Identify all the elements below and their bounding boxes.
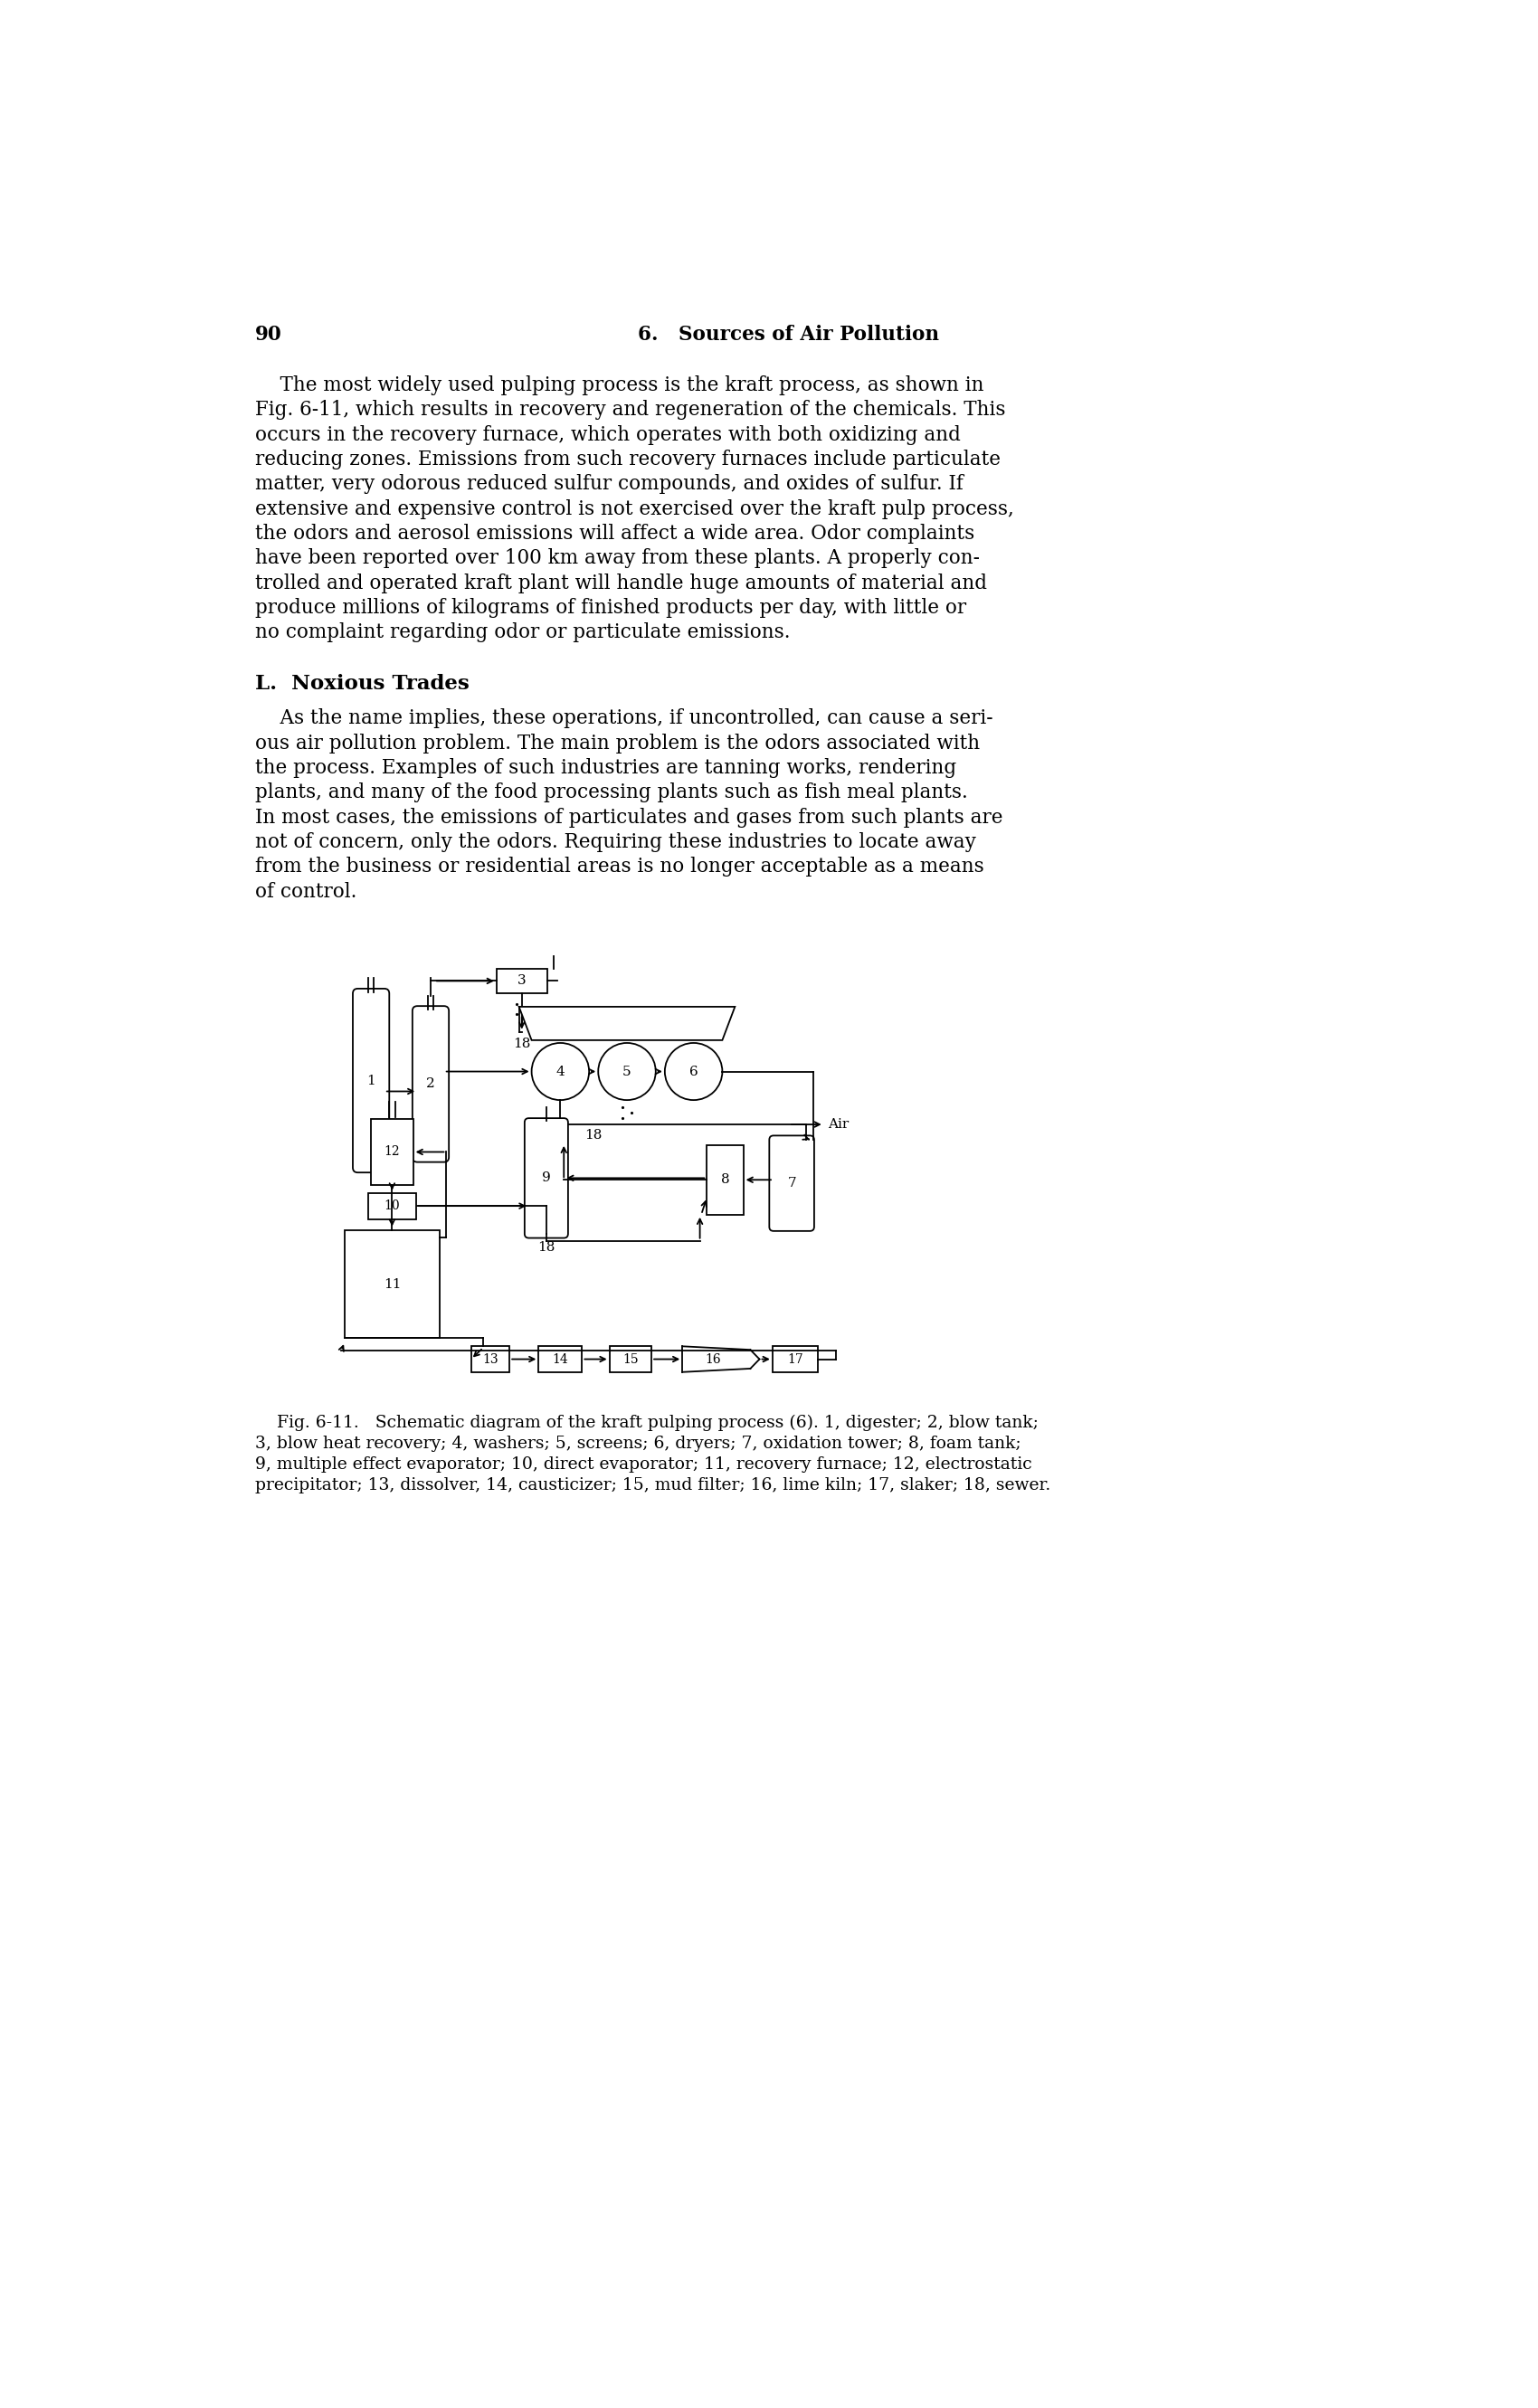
Text: plants, and many of the food processing plants such as fish meal plants.: plants, and many of the food processing … bbox=[255, 783, 967, 802]
Text: In most cases, the emissions of particulates and gases from such plants are: In most cases, the emissions of particul… bbox=[255, 807, 1003, 828]
Text: 9: 9 bbox=[541, 1173, 551, 1185]
Text: 6.   Sources of Air Pollution: 6. Sources of Air Pollution bbox=[638, 325, 938, 344]
Circle shape bbox=[598, 1043, 655, 1100]
Text: 18: 18 bbox=[584, 1129, 603, 1141]
Bar bbox=[368, 1192, 415, 1218]
Text: not of concern, only the odors. Requiring these industries to locate away: not of concern, only the odors. Requirin… bbox=[255, 833, 977, 852]
FancyBboxPatch shape bbox=[524, 1117, 568, 1238]
Text: 2: 2 bbox=[426, 1079, 435, 1091]
Text: ous air pollution problem. The main problem is the odors associated with: ous air pollution problem. The main prob… bbox=[255, 734, 980, 754]
Text: of control.: of control. bbox=[255, 881, 357, 901]
Text: 7: 7 bbox=[787, 1178, 797, 1190]
Text: 90: 90 bbox=[255, 325, 283, 344]
Text: L.  Noxious Trades: L. Noxious Trades bbox=[255, 674, 469, 694]
Text: reducing zones. Emissions from such recovery furnaces include particulate: reducing zones. Emissions from such reco… bbox=[255, 450, 1001, 470]
Text: 11: 11 bbox=[383, 1279, 401, 1291]
Text: Fig. 6-11, which results in recovery and regeneration of the chemicals. This: Fig. 6-11, which results in recovery and… bbox=[255, 400, 1006, 419]
Text: 6: 6 bbox=[689, 1064, 698, 1079]
Text: produce millions of kilograms of finished products per day, with little or: produce millions of kilograms of finishe… bbox=[255, 597, 966, 619]
Text: 10: 10 bbox=[384, 1199, 400, 1211]
Text: Fig. 6-11.   Schematic diagram of the kraft pulping process (6). 1, digester; 2,: Fig. 6-11. Schematic diagram of the kraf… bbox=[255, 1416, 1038, 1430]
Bar bbox=[609, 1346, 652, 1373]
Text: from the business or residential areas is no longer acceptable as a means: from the business or residential areas i… bbox=[255, 857, 984, 877]
Text: 3, blow heat recovery; 4, washers; 5, screens; 6, dryers; 7, oxidation tower; 8,: 3, blow heat recovery; 4, washers; 5, sc… bbox=[255, 1435, 1021, 1452]
Text: Air: Air bbox=[827, 1117, 849, 1132]
Text: precipitator; 13, dissolver, 14, causticizer; 15, mud filter; 16, lime kiln; 17,: precipitator; 13, dissolver, 14, caustic… bbox=[255, 1479, 1050, 1493]
Text: 8: 8 bbox=[721, 1173, 729, 1187]
Text: 3: 3 bbox=[517, 975, 526, 987]
FancyBboxPatch shape bbox=[412, 1007, 449, 1163]
Circle shape bbox=[664, 1043, 723, 1100]
Text: 16: 16 bbox=[706, 1353, 721, 1365]
Bar bbox=[538, 1346, 581, 1373]
Text: The most widely used pulping process is the kraft process, as shown in: The most widely used pulping process is … bbox=[255, 376, 984, 395]
Text: extensive and expensive control is not exercised over the kraft pulp process,: extensive and expensive control is not e… bbox=[255, 498, 1014, 518]
Text: 18: 18 bbox=[538, 1240, 555, 1255]
Text: 17: 17 bbox=[787, 1353, 803, 1365]
Text: have been reported over 100 km away from these plants. A properly con-: have been reported over 100 km away from… bbox=[255, 549, 980, 568]
Circle shape bbox=[532, 1043, 589, 1100]
Bar bbox=[772, 1346, 818, 1373]
Text: 13: 13 bbox=[483, 1353, 498, 1365]
Text: 14: 14 bbox=[552, 1353, 569, 1365]
Text: trolled and operated kraft plant will handle huge amounts of material and: trolled and operated kraft plant will ha… bbox=[255, 573, 987, 592]
Text: 12: 12 bbox=[384, 1146, 400, 1158]
Text: matter, very odorous reduced sulfur compounds, and oxides of sulfur. If: matter, very odorous reduced sulfur comp… bbox=[255, 474, 964, 494]
Text: the process. Examples of such industries are tanning works, rendering: the process. Examples of such industries… bbox=[255, 759, 957, 778]
Text: the odors and aerosol emissions will affect a wide area. Odor complaints: the odors and aerosol emissions will aff… bbox=[255, 523, 975, 544]
Text: As the name implies, these operations, if uncontrolled, can cause a seri-: As the name implies, these operations, i… bbox=[255, 708, 994, 730]
Polygon shape bbox=[518, 1007, 735, 1040]
Bar bbox=[707, 1144, 743, 1214]
Bar bbox=[345, 1230, 440, 1339]
FancyBboxPatch shape bbox=[352, 990, 389, 1173]
Bar bbox=[497, 968, 548, 995]
Text: 15: 15 bbox=[623, 1353, 638, 1365]
Text: 5: 5 bbox=[623, 1064, 631, 1079]
Text: 1: 1 bbox=[366, 1074, 375, 1086]
Text: no complaint regarding odor or particulate emissions.: no complaint regarding odor or particula… bbox=[255, 624, 791, 643]
Bar bbox=[471, 1346, 509, 1373]
Text: 9, multiple effect evaporator; 10, direct evaporator; 11, recovery furnace; 12, : 9, multiple effect evaporator; 10, direc… bbox=[255, 1457, 1032, 1474]
Text: 18: 18 bbox=[514, 1038, 531, 1050]
FancyBboxPatch shape bbox=[769, 1137, 814, 1230]
Text: 4: 4 bbox=[555, 1064, 564, 1079]
Bar bbox=[371, 1120, 414, 1185]
Text: occurs in the recovery furnace, which operates with both oxidizing and: occurs in the recovery furnace, which op… bbox=[255, 424, 961, 445]
